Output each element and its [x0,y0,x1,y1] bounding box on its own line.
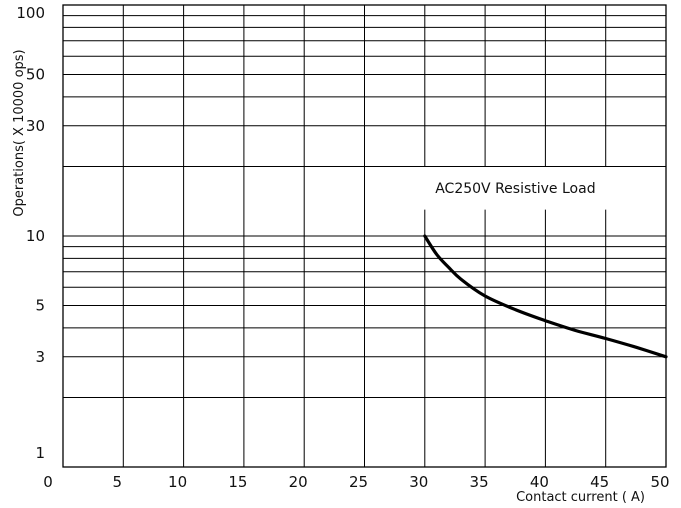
x-tick-label: 40 [530,473,549,491]
annotation-mask [426,167,664,209]
y-tick-label: 3 [35,348,45,366]
y-tick-label: 100 [16,4,45,22]
x-tick-label: 25 [349,473,368,491]
labels: 0 5 10 15 20 25 30 35 40 45 50 100 50 30 10 5 3 1 [16,4,669,491]
grid [62,4,667,468]
y-axis-label: Operations( X 10000 ops) [12,49,27,216]
y-tick-label: 50 [26,66,45,84]
x-tick-label: 10 [168,473,187,491]
x-tick-label: 5 [113,473,123,491]
x-tick-label: 45 [590,473,609,491]
y-tick-label: 10 [26,227,45,245]
annotation-label: AC250V Resistive Load [435,181,595,197]
curve-layer [423,234,668,359]
x-tick-label: 35 [470,473,489,491]
x-tick-label: 0 [43,473,53,491]
x-tick-label: 20 [289,473,308,491]
x-tick-label: 30 [409,473,428,491]
x-axis-label: Contact current ( A) [516,490,645,505]
y-tick-label: 30 [26,117,45,135]
y-tick-label: 5 [35,297,45,315]
y-tick-label: 1 [35,444,45,462]
x-tick-label: 50 [650,473,669,491]
x-tick-label: 15 [228,473,247,491]
series-line [423,234,668,359]
